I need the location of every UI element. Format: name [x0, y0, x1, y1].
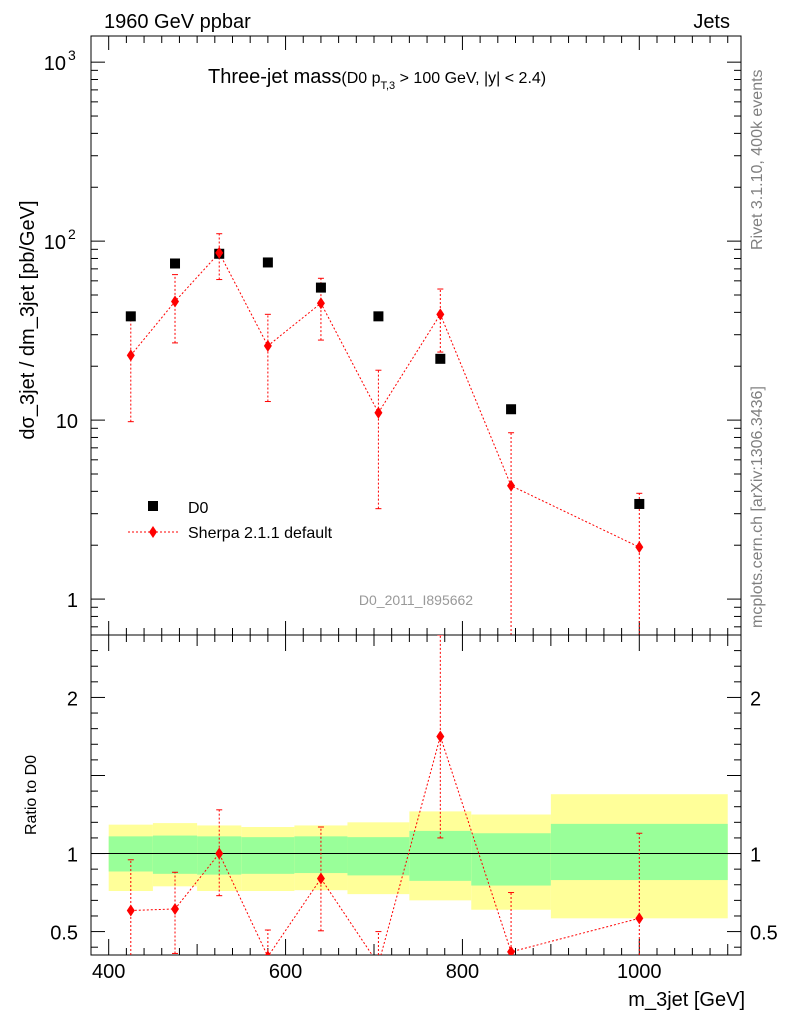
sherpa-marker	[436, 308, 445, 321]
d0-marker	[125, 311, 136, 322]
ratio-y-tick-label-right: 1	[750, 845, 761, 867]
ratio-sherpa-marker	[264, 950, 271, 955]
ratio-band-inner	[471, 833, 551, 886]
ratio-sherpa-marker	[316, 872, 325, 885]
sherpa-marker	[507, 479, 516, 492]
ratio-band-inner	[347, 837, 410, 876]
d0-marker	[315, 282, 326, 293]
ratio-sherpa-marker	[171, 902, 180, 915]
main-y-tick-exponent: 3	[68, 47, 76, 63]
ratio-sherpa-marker	[507, 945, 516, 955]
main-title-detail-prefix: (D0 p	[341, 70, 380, 87]
ratio-sherpa-marker	[635, 912, 644, 925]
ratio-uncertainty-bands	[108, 794, 728, 919]
main-y-tick-label: 10	[44, 53, 66, 75]
ratio-band-inner	[409, 830, 472, 881]
d0-marker	[373, 311, 384, 322]
main-title-detail-suffix: > 100 GeV, |y| < 2.4)	[395, 70, 546, 87]
main-markers	[125, 246, 645, 554]
main-title-text: Three-jet mass	[208, 66, 341, 88]
d0-marker	[634, 498, 645, 509]
sherpa-marker	[635, 541, 644, 554]
legend: D0 Sherpa 2.1.1 default	[128, 500, 333, 542]
ratio-y-tick-label: 1	[67, 845, 78, 867]
main-y-tick-label: 10	[44, 232, 66, 254]
main-error-bars	[127, 233, 643, 635]
ratio-y-tick-label: 2	[67, 688, 78, 710]
rivet-version-label: Rivet 3.1.10, 400k events	[749, 69, 766, 250]
ratio-y-axis-label: Ratio to D0	[23, 755, 40, 835]
ratio-panel: 0.5 0.5 1 1 2 2 400 600 800 1000 Ratio to D0 m_3j…	[23, 634, 778, 1011]
main-y-tick-label: 10	[56, 411, 78, 433]
ratio-axis-ticks	[90, 634, 741, 955]
d0-marker	[170, 258, 181, 269]
main-axis-ticks	[90, 36, 741, 635]
ratio-panel-frame	[90, 634, 742, 956]
d0-marker	[506, 404, 517, 415]
ratio-band-inner	[152, 835, 198, 874]
sherpa-marker	[263, 339, 272, 352]
x-tick-label: 1000	[617, 961, 662, 983]
x-tick-label: 800	[446, 961, 479, 983]
ratio-y-tick-label-right: 0.5	[750, 923, 778, 945]
x-tick-label: 600	[269, 961, 302, 983]
ratio-y-tick-label: 0.5	[50, 923, 78, 945]
source-label: mcplots.cern.ch [arXiv:1306.3436]	[749, 386, 766, 628]
ratio-sherpa-marker	[215, 847, 224, 860]
sherpa-marker	[126, 349, 135, 362]
ratio-band-inner	[241, 837, 295, 874]
main-title: Three-jet mass(D0 pT,3 > 100 GeV, |y| < …	[208, 66, 546, 92]
ratio-sherpa-marker	[374, 958, 382, 970]
legend-marker-sherpa	[149, 526, 157, 538]
main-y-axis-label: dσ_3jet / dm_3jet [pb/GeV]	[17, 200, 39, 439]
main-title-detail-sub: T,3	[381, 80, 396, 92]
sherpa-marker	[316, 297, 325, 310]
ratio-markers	[126, 730, 644, 970]
ratio-sherpa-marker	[436, 730, 445, 743]
ratio-sherpa-marker	[126, 904, 135, 917]
main-y-tick-exponent: 2	[68, 226, 76, 242]
ratio-tick-labels: 0.5 0.5 1 1 2 2 400 600 800 1000	[50, 688, 778, 983]
legend-label-d0: D0	[188, 500, 209, 517]
sherpa-marker	[374, 406, 383, 419]
sherpa-marker	[215, 246, 224, 259]
sherpa-marker	[171, 295, 180, 308]
x-axis-label: m_3jet [GeV]	[628, 989, 745, 1011]
header-category-label: Jets	[693, 11, 730, 33]
main-y-tick-label: 1	[67, 590, 78, 612]
x-tick-label: 400	[92, 961, 125, 983]
legend-marker-d0	[148, 501, 158, 511]
d0-marker	[262, 257, 273, 268]
legend-label-sherpa: Sherpa 2.1.1 default	[188, 525, 333, 542]
main-panel-frame	[90, 35, 742, 636]
header-energy-label: 1960 GeV ppbar	[104, 11, 251, 33]
d0-marker	[435, 353, 446, 364]
watermark-label: D0_2011_I895662	[359, 592, 473, 608]
ratio-y-tick-label-right: 2	[750, 688, 761, 710]
ratio-band-inner	[550, 823, 728, 881]
